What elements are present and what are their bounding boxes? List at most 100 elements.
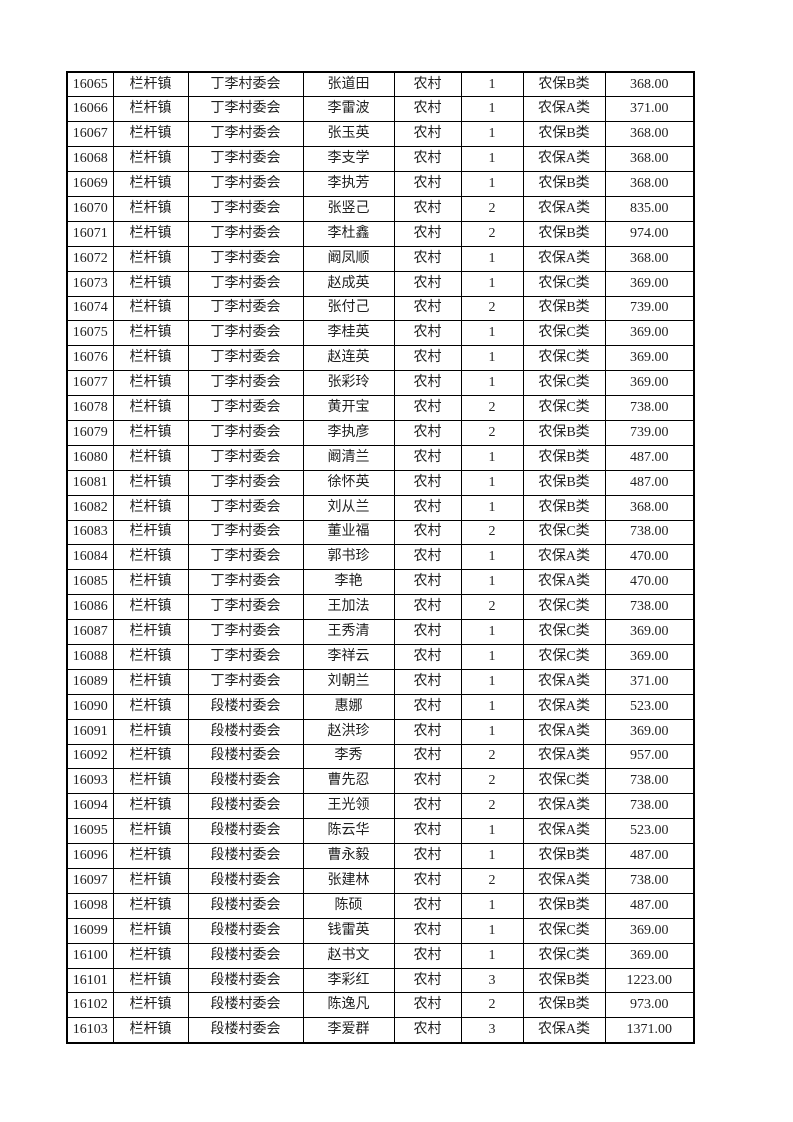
table-row: 16102 栏杆镇 段楼村委会 陈逸凡 农村 2 农保B类 973.00: [66, 992, 695, 1019]
table-row: 16091 栏杆镇 段楼村委会 赵洪珍 农村 1 农保A类 369.00: [66, 718, 695, 745]
cell-insurance-category: 农保A类: [522, 245, 606, 272]
cell-record-id: 16077: [66, 370, 114, 397]
cell-residence-type: 农村: [393, 643, 462, 670]
cell-person-count: 1: [460, 171, 524, 197]
table-row: 16081 栏杆镇 丁李村委会 徐怀英 农村 1 农保B类 487.00: [66, 469, 695, 496]
cell-record-id: 16076: [66, 345, 114, 372]
table-row: 16070 栏杆镇 丁李村委会 张竖己 农村 2 农保A类 835.00: [66, 195, 695, 222]
cell-person-count: 2: [460, 868, 524, 894]
cell-record-id: 16071: [66, 220, 114, 247]
cell-record-id: 16090: [66, 693, 114, 720]
cell-residence-type: 农村: [393, 270, 462, 297]
cell-residence-type: 农村: [393, 345, 462, 372]
cell-record-id: 16103: [66, 1017, 114, 1044]
cell-insurance-category: 农保C类: [522, 320, 606, 347]
cell-insurance-category: 农保B类: [522, 220, 606, 247]
table-row: 16071 栏杆镇 丁李村委会 李杜鑫 农村 2 农保B类 974.00: [66, 220, 695, 247]
cell-residence-type: 农村: [393, 967, 462, 994]
cell-village-committee: 丁李村委会: [187, 295, 304, 322]
cell-person-count: 1: [460, 942, 524, 969]
table-row: 16065 栏杆镇 丁李村委会 张道田 农村 1 农保B类 368.00: [66, 71, 695, 98]
cell-record-id: 16086: [66, 594, 114, 621]
table-row: 16068 栏杆镇 丁李村委会 李支学 农村 1 农保A类 368.00: [66, 146, 695, 173]
cell-insurance-category: 农保C类: [522, 643, 606, 670]
cell-town: 栏杆镇: [112, 992, 189, 1019]
cell-person-name: 陈硕: [302, 892, 395, 919]
cell-amount: 738.00: [604, 768, 695, 795]
cell-village-committee: 丁李村委会: [187, 494, 304, 521]
cell-record-id: 16100: [66, 942, 114, 969]
cell-residence-type: 农村: [393, 96, 462, 123]
cell-person-name: 李执彦: [302, 419, 395, 446]
cell-village-committee: 段楼村委会: [187, 768, 304, 795]
cell-person-name: 阚凤顺: [302, 245, 395, 272]
cell-town: 栏杆镇: [112, 494, 189, 521]
cell-village-committee: 丁李村委会: [187, 594, 304, 621]
cell-village-committee: 丁李村委会: [187, 519, 304, 546]
cell-insurance-category: 农保B类: [522, 992, 606, 1019]
table-row: 16095 栏杆镇 段楼村委会 陈云华 农村 1 农保A类 523.00: [66, 818, 695, 845]
cell-record-id: 16084: [66, 544, 114, 571]
cell-person-name: 李雷波: [302, 96, 395, 123]
cell-residence-type: 农村: [393, 743, 462, 770]
cell-amount: 738.00: [604, 519, 695, 546]
cell-record-id: 16098: [66, 892, 114, 919]
cell-residence-type: 农村: [393, 71, 462, 98]
cell-amount: 523.00: [604, 693, 695, 720]
cell-residence-type: 农村: [393, 494, 462, 521]
cell-amount: 369.00: [604, 942, 695, 969]
cell-village-committee: 段楼村委会: [187, 892, 304, 919]
cell-record-id: 16080: [66, 444, 114, 471]
cell-amount: 1223.00: [604, 967, 695, 994]
cell-record-id: 16066: [66, 96, 114, 123]
cell-village-committee: 丁李村委会: [187, 146, 304, 173]
cell-residence-type: 农村: [393, 519, 462, 546]
cell-village-committee: 丁李村委会: [187, 643, 304, 670]
cell-person-name: 李爱群: [302, 1017, 395, 1044]
cell-insurance-category: 农保C类: [522, 395, 606, 421]
cell-person-name: 陈逸凡: [302, 992, 395, 1019]
cell-town: 栏杆镇: [112, 71, 189, 98]
cell-amount: 487.00: [604, 843, 695, 869]
cell-record-id: 16101: [66, 967, 114, 994]
cell-person-count: 1: [460, 444, 524, 471]
cell-amount: 369.00: [604, 370, 695, 397]
cell-person-count: 1: [460, 668, 524, 695]
cell-amount: 738.00: [604, 395, 695, 421]
cell-person-count: 1: [460, 345, 524, 372]
cell-amount: 973.00: [604, 992, 695, 1019]
cell-person-count: 1: [460, 843, 524, 869]
cell-town: 栏杆镇: [112, 818, 189, 845]
cell-amount: 369.00: [604, 718, 695, 745]
table-row: 16073 栏杆镇 丁李村委会 赵成英 农村 1 农保C类 369.00: [66, 270, 695, 297]
table-row: 16094 栏杆镇 段楼村委会 王光领 农村 2 农保A类 738.00: [66, 793, 695, 820]
cell-insurance-category: 农保B类: [522, 843, 606, 869]
cell-town: 栏杆镇: [112, 594, 189, 621]
cell-insurance-category: 农保A类: [522, 818, 606, 845]
table-row: 16093 栏杆镇 段楼村委会 曹先忍 农村 2 农保C类 738.00: [66, 768, 695, 795]
cell-record-id: 16068: [66, 146, 114, 173]
cell-village-committee: 丁李村委会: [187, 444, 304, 471]
cell-amount: 368.00: [604, 171, 695, 197]
table-row: 16067 栏杆镇 丁李村委会 张玉英 农村 1 农保B类 368.00: [66, 121, 695, 148]
cell-record-id: 16075: [66, 320, 114, 347]
cell-insurance-category: 农保B类: [522, 967, 606, 994]
cell-town: 栏杆镇: [112, 245, 189, 272]
cell-village-committee: 丁李村委会: [187, 195, 304, 222]
cell-residence-type: 农村: [393, 146, 462, 173]
cell-person-count: 1: [460, 544, 524, 571]
cell-amount: 738.00: [604, 594, 695, 621]
cell-person-count: 1: [460, 693, 524, 720]
cell-town: 栏杆镇: [112, 793, 189, 820]
cell-amount: 487.00: [604, 444, 695, 471]
cell-village-committee: 丁李村委会: [187, 469, 304, 496]
cell-person-name: 钱雷英: [302, 917, 395, 944]
cell-person-count: 2: [460, 793, 524, 820]
cell-person-count: 1: [460, 146, 524, 173]
cell-residence-type: 农村: [393, 793, 462, 820]
cell-town: 栏杆镇: [112, 469, 189, 496]
cell-record-id: 16093: [66, 768, 114, 795]
cell-village-committee: 段楼村委会: [187, 868, 304, 894]
table-row: 16088 栏杆镇 丁李村委会 李祥云 农村 1 农保C类 369.00: [66, 643, 695, 670]
